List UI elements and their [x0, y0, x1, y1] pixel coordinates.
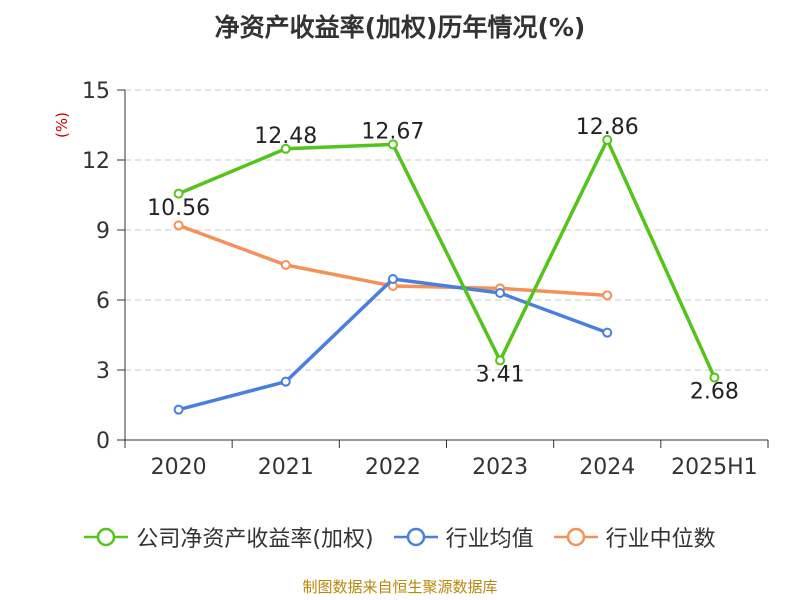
y-tick-label: 3 — [96, 359, 110, 384]
series-line — [178, 277, 608, 412]
x-tick-label: 2025H1 — [671, 455, 758, 480]
legend-label: 公司净资产收益率(加权) — [136, 527, 374, 552]
data-label: 3.41 — [476, 363, 525, 388]
legend-swatch-icon — [84, 527, 129, 547]
legend-label: 行业中位数 — [605, 527, 716, 552]
x-tick-label: 2020 — [151, 455, 207, 480]
data-point — [387, 139, 398, 150]
x-tick-label: 2022 — [365, 455, 421, 480]
y-axis-label: (%) — [53, 112, 71, 138]
x-tick-label: 2024 — [579, 455, 635, 480]
legend-item[interactable]: 行业均值 — [393, 521, 534, 553]
data-point — [709, 372, 720, 383]
data-source-note: 制图数据来自恒生聚源数据库 — [302, 578, 498, 596]
data-label: 2.68 — [690, 380, 739, 405]
data-point — [387, 274, 398, 284]
legend-item[interactable]: 公司净资产收益率(加权) — [84, 521, 374, 553]
data-point — [495, 355, 506, 366]
legend-item[interactable]: 行业中位数 — [553, 521, 716, 553]
data-point — [495, 288, 506, 298]
y-tick-label: 0 — [96, 429, 110, 454]
legend-swatch-icon — [553, 527, 598, 547]
data-point — [602, 290, 613, 301]
legend-swatch-icon — [393, 527, 438, 547]
series-line — [177, 138, 717, 379]
data-point — [602, 327, 613, 338]
legend: 公司净资产收益率(加权) 行业均值 行业中位数 — [0, 520, 800, 554]
data-point — [602, 134, 613, 145]
legend-label: 行业均值 — [445, 527, 534, 552]
data-point — [173, 404, 184, 415]
data-point — [173, 220, 184, 231]
y-tick-label: 12 — [82, 149, 110, 174]
data-point — [173, 188, 184, 199]
data-label: 12.48 — [254, 124, 317, 149]
data-point — [280, 260, 291, 270]
y-tick-label: 6 — [96, 289, 110, 314]
data-point — [280, 376, 291, 387]
y-tick-label: 15 — [82, 79, 110, 104]
chart-title: 净资产收益率(加权)历年情况(%) — [214, 13, 586, 42]
data-label: 12.67 — [361, 119, 424, 144]
data-label: 12.86 — [576, 115, 639, 140]
x-tick-label: 2021 — [258, 455, 314, 480]
y-tick-label: 9 — [96, 219, 110, 244]
data-point — [280, 143, 291, 154]
x-tick-label: 2023 — [472, 455, 528, 480]
data-label: 10.56 — [147, 196, 210, 221]
